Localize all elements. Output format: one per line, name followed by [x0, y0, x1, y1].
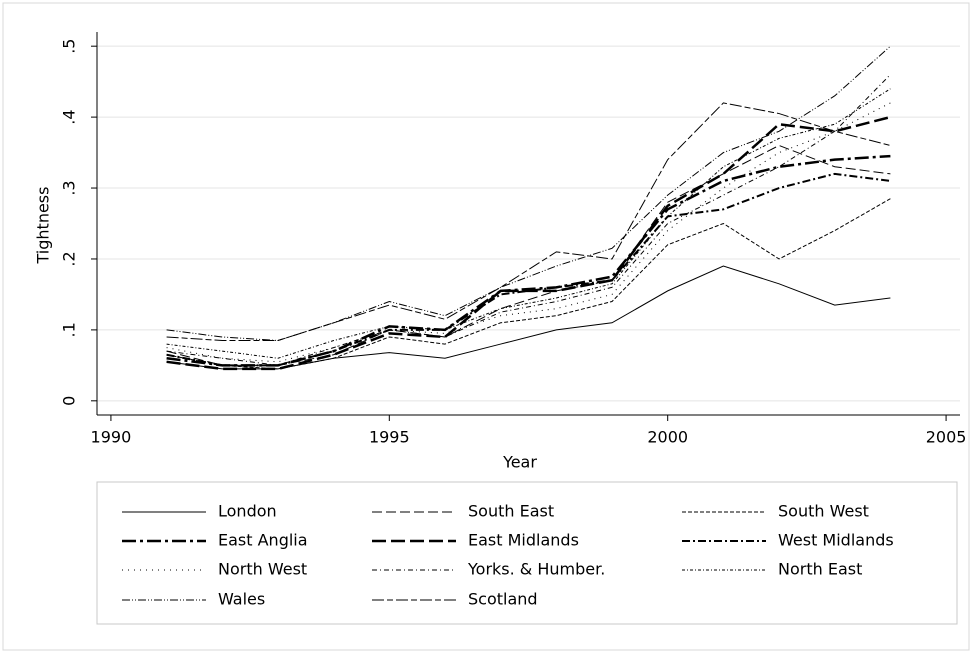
series-line — [166, 74, 891, 366]
x-tick-label: 1995 — [369, 428, 410, 447]
series-line — [166, 102, 891, 342]
legend-label: West Midlands — [778, 531, 894, 550]
legend-box — [96, 481, 958, 625]
x-tick-label: 2005 — [926, 428, 967, 447]
y-tick-label: .1 — [60, 322, 79, 337]
x-tick-label: 1990 — [91, 428, 132, 447]
legend-label: South West — [778, 502, 869, 521]
legend-label: South East — [468, 502, 554, 521]
series-line — [166, 88, 891, 359]
legend-label: Scotland — [468, 590, 538, 609]
legend-label: North East — [778, 560, 862, 579]
legend-label: East Midlands — [468, 531, 579, 550]
x-tick-label: 2000 — [647, 428, 688, 447]
legend-label: East Anglia — [218, 531, 308, 550]
legend-label: Wales — [218, 590, 265, 609]
legend-label: London — [218, 502, 277, 521]
y-tick-label: 0 — [60, 396, 79, 406]
y-tick-label: .2 — [60, 251, 79, 266]
legend-label: Yorks. & Humber. — [467, 560, 605, 579]
legend-label: North West — [218, 560, 307, 579]
y-tick-label: .3 — [60, 180, 79, 195]
y-axis-title: Tightness — [34, 187, 53, 265]
series-line — [166, 144, 891, 366]
series-line — [166, 154, 891, 367]
y-tick-label: .5 — [60, 39, 79, 54]
y-tick-label: .4 — [60, 109, 79, 124]
series-line — [166, 172, 891, 367]
x-axis-title: Year — [502, 453, 537, 472]
